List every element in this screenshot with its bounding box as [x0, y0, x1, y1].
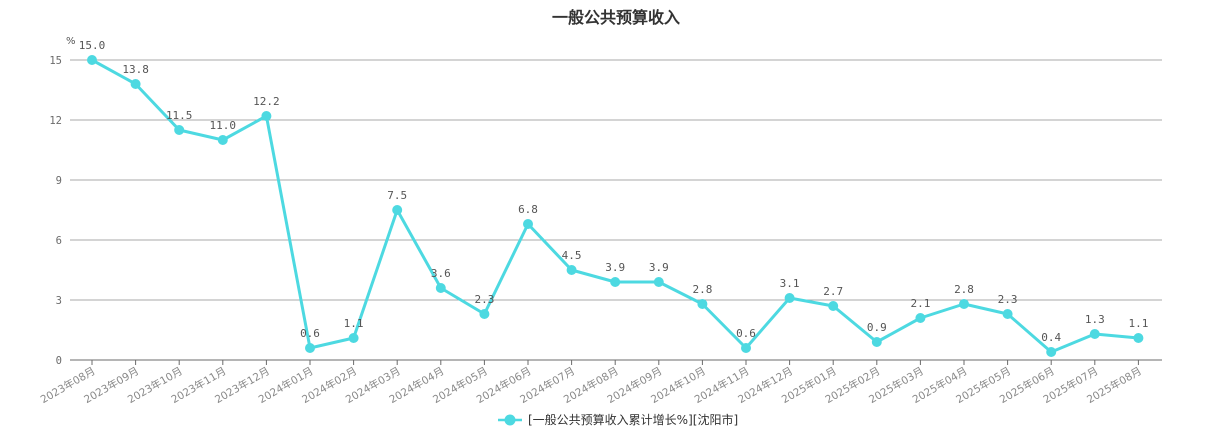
data-point[interactable]	[959, 299, 969, 309]
data-label: 12.2	[253, 95, 280, 108]
data-point[interactable]	[174, 125, 185, 135]
data-point[interactable]	[828, 301, 839, 311]
grid-layer	[70, 59, 1162, 361]
data-label: 11.5	[166, 109, 193, 122]
legend-marker	[504, 414, 516, 426]
data-label: 15.0	[79, 39, 106, 52]
legend[interactable]: [一般公共预算收入累计增长%][沈阳市]	[498, 412, 738, 427]
data-point[interactable]	[915, 313, 926, 323]
data-label: 6.8	[518, 203, 538, 216]
data-label: 2.8	[692, 283, 712, 296]
data-point[interactable]	[1046, 347, 1057, 357]
data-label: 11.0	[210, 119, 237, 132]
data-label: 0.4	[1041, 331, 1061, 344]
data-label: 7.5	[387, 189, 407, 202]
data-label: 2.8	[954, 283, 974, 296]
data-point[interactable]	[697, 299, 708, 309]
y-axis-ticks: 0 3 6 9 12 15	[49, 55, 62, 367]
series-layer	[87, 55, 1144, 357]
chart-title: 一般公共预算收入	[552, 8, 680, 27]
data-point[interactable]	[217, 135, 228, 145]
data-label: 2.1	[910, 297, 930, 310]
data-labels: 15.0 13.8 11.5 11.0 12.2 0.6 1.1 7.5 3.6 2.3 6.8 4.…	[79, 39, 1149, 344]
data-point[interactable]	[566, 265, 577, 275]
data-point[interactable]	[1002, 309, 1013, 319]
data-label: 2.7	[823, 285, 843, 298]
data-label: 0.6	[736, 327, 756, 340]
data-label: 0.6	[300, 327, 320, 340]
data-point[interactable]	[435, 283, 446, 293]
y-tick-label: 3	[56, 295, 62, 307]
data-label: 2.3	[998, 293, 1018, 306]
data-point[interactable]	[87, 55, 97, 65]
data-label: 2.3	[474, 293, 494, 306]
data-label: 4.5	[562, 249, 582, 262]
data-point[interactable]	[653, 277, 664, 287]
data-label: 3.9	[649, 261, 669, 274]
y-axis-unit-label: %	[66, 36, 76, 47]
data-label: 1.3	[1085, 313, 1105, 326]
data-point[interactable]	[1133, 333, 1144, 343]
data-point[interactable]	[479, 309, 490, 319]
series-line	[91, 58, 1139, 354]
y-tick-label: 6	[56, 235, 62, 247]
data-point[interactable]	[871, 337, 882, 347]
data-point[interactable]	[741, 343, 751, 353]
y-tick-label: 9	[56, 175, 62, 187]
x-axis-ticks: 2023年08月2023年09月2023年10月2023年11月2023年12月…	[38, 360, 1144, 406]
legend-series-label: [一般公共预算收入累计增长%][沈阳市]	[528, 412, 738, 427]
data-point[interactable]	[784, 293, 795, 303]
data-point[interactable]	[1089, 329, 1100, 339]
data-label: 13.8	[122, 63, 149, 76]
data-point[interactable]	[392, 205, 403, 215]
data-point[interactable]	[610, 277, 621, 287]
data-label: 3.1	[780, 277, 800, 290]
data-point[interactable]	[305, 343, 315, 353]
y-tick-label: 15	[49, 55, 62, 67]
data-point[interactable]	[348, 333, 359, 343]
data-label: 0.9	[867, 321, 887, 334]
data-label: 3.6	[431, 267, 451, 280]
data-point[interactable]	[130, 79, 141, 89]
y-tick-label: 0	[56, 355, 62, 367]
data-label: 1.1	[344, 317, 364, 330]
y-tick-label: 12	[49, 115, 62, 127]
data-label: 3.9	[605, 261, 625, 274]
data-label: 1.1	[1128, 317, 1148, 330]
data-point[interactable]	[523, 219, 533, 229]
data-point[interactable]	[261, 111, 272, 121]
